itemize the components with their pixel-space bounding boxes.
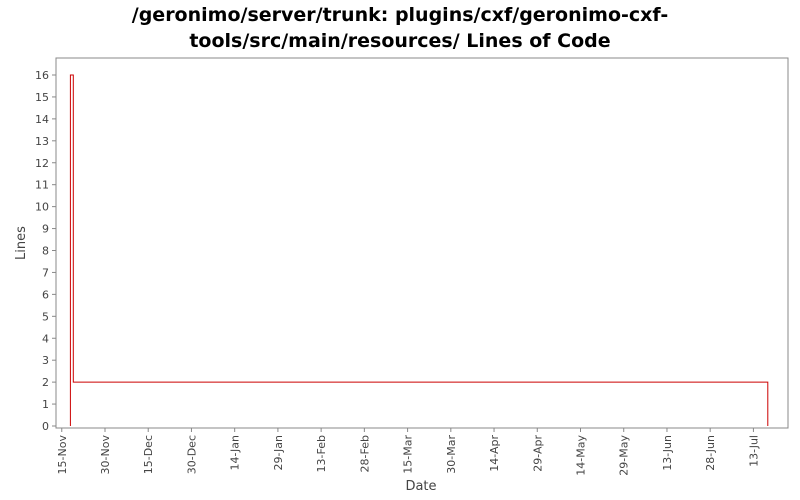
x-tick-label: 29-May	[618, 435, 631, 476]
x-tick-label: 29-Apr	[531, 435, 544, 472]
y-tick-label: 0	[42, 420, 49, 433]
x-tick-label: 30-Mar	[445, 435, 458, 474]
chart-title-line-2: tools/src/main/resources/ Lines of Code	[189, 30, 611, 52]
x-tick-label: 28-Jun	[704, 435, 717, 471]
x-tick-label: 30-Dec	[185, 435, 198, 474]
y-tick-label: 11	[35, 179, 49, 192]
x-tick-label: 15-Mar	[402, 435, 415, 474]
y-tick-label: 13	[35, 135, 49, 148]
chart-title-line-1: /geronimo/server/trunk: plugins/cxf/gero…	[131, 4, 669, 26]
y-tick-label: 15	[35, 91, 49, 104]
series-line-0	[69, 74, 769, 426]
y-tick-label: 3	[42, 354, 49, 367]
y-tick-label: 2	[42, 376, 49, 389]
y-tick-label: 12	[35, 157, 49, 170]
x-tick-label: 14-Jan	[229, 435, 242, 471]
y-tick-label: 8	[42, 245, 49, 258]
y-tick-label: 5	[42, 310, 49, 323]
y-tick-label: 14	[35, 113, 49, 126]
y-tick-label: 9	[42, 223, 49, 236]
x-tick-label: 15-Nov	[56, 435, 69, 475]
y-axis-label: Lines	[14, 226, 29, 260]
y-tick-label: 4	[42, 332, 49, 345]
x-tick-label: 14-Apr	[488, 435, 501, 472]
chart-title: /geronimo/server/trunk: plugins/cxf/gero…	[0, 2, 800, 54]
y-tick-label: 10	[35, 201, 49, 214]
x-tick-label: 13-Feb	[315, 435, 328, 472]
y-tick-label: 1	[42, 398, 49, 411]
x-tick-label: 29-Jan	[272, 435, 285, 471]
x-axis-label: Date	[405, 479, 436, 494]
plot-area	[55, 57, 789, 429]
x-tick-label: 15-Dec	[142, 435, 155, 474]
y-tick-label: 7	[42, 266, 49, 279]
series-group	[69, 74, 769, 426]
y-tick-label: 16	[35, 69, 49, 82]
x-tick-label: 13-Jul	[747, 435, 760, 467]
x-tick-label: 28-Feb	[358, 435, 371, 472]
x-tick-label: 13-Jun	[661, 435, 674, 471]
y-tick-label: 6	[42, 288, 49, 301]
x-axis: 15-Nov 30-Nov 15-Dec 30-Dec 14-Jan 29-Jan 13-F…	[56, 428, 760, 476]
x-tick-label: 14-May	[575, 435, 588, 476]
x-tick-label: 30-Nov	[99, 435, 112, 475]
